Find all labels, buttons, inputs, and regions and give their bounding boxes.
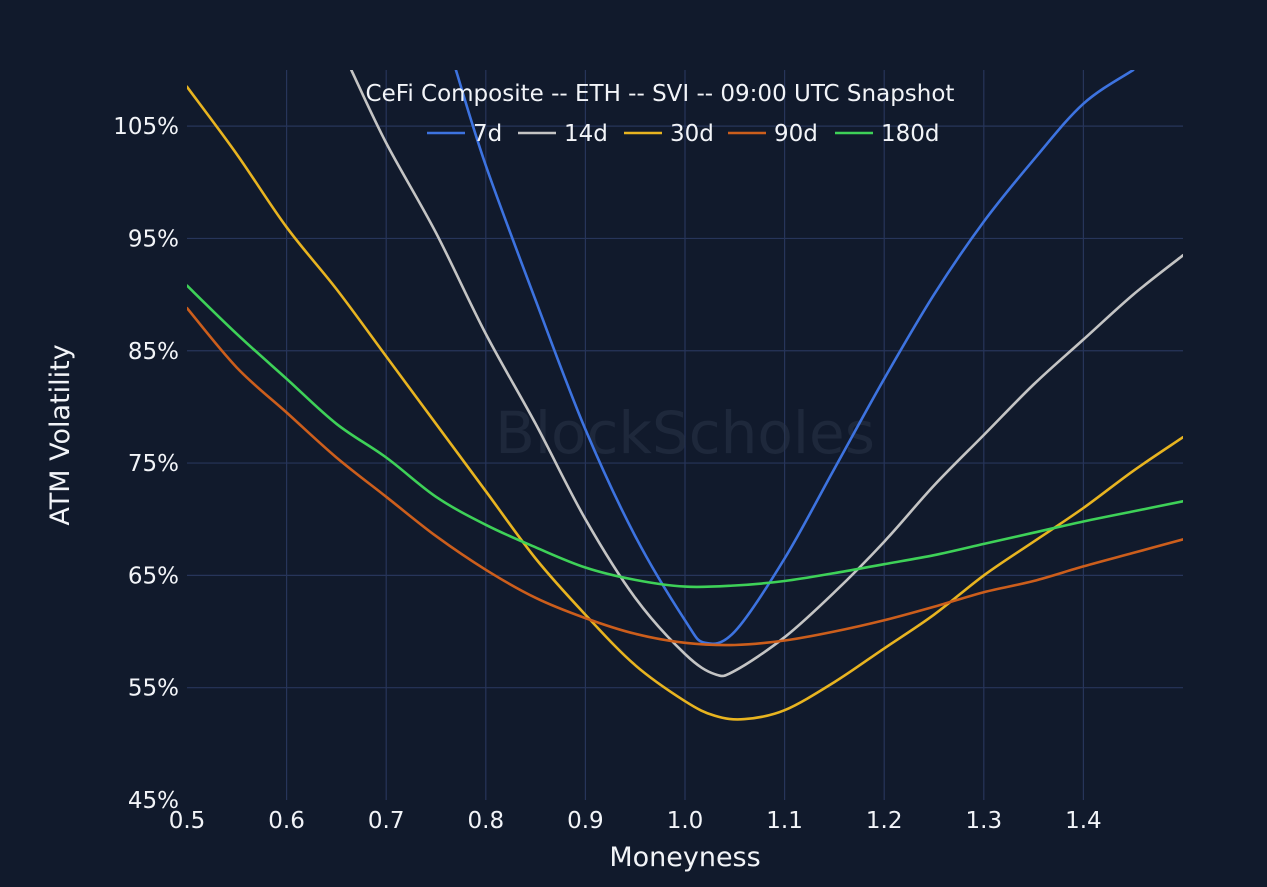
x-axis-ticks: 0.5 0.6 0.7 0.8 0.9 1.0 1.1 1.2 1.3 1.4 [169,808,1102,834]
series-lines [187,70,1183,721]
grid [187,70,1183,800]
y-tick-label: 85% [128,339,179,365]
legend-label: 30d [670,121,714,147]
x-tick-label: 1.3 [966,808,1003,834]
x-tick-label: 0.5 [169,808,206,834]
legend-item-180d: 180d [835,121,940,147]
y-axis-ticks: 45% 55% 65% 75% 85% 95% 105% [113,114,179,814]
x-tick-label: 0.7 [368,808,405,834]
series-line-180d [187,284,1183,589]
x-tick-label: 1.1 [766,808,803,834]
x-tick-label: 0.6 [268,808,305,834]
x-tick-label: 1.4 [1065,808,1102,834]
x-tick-label: 1.2 [866,808,903,834]
y-tick-label: 75% [128,451,179,477]
y-tick-label: 105% [113,114,179,140]
y-tick-label: 65% [128,563,179,589]
legend-label: 180d [881,121,940,147]
x-tick-label: 0.9 [567,808,604,834]
x-axis-label: Moneyness [609,842,760,873]
x-tick-label: 1.0 [667,808,704,834]
y-tick-label: 95% [128,226,179,252]
series-line-14d [350,70,1183,678]
legend-item-7d: 7d [427,121,502,147]
watermark: BlockScholes [495,399,875,467]
legend-item-14d: 14d [518,121,608,147]
y-tick-label: 45% [128,788,179,814]
series-line-90d [187,306,1183,647]
x-tick-label: 0.8 [468,808,505,834]
legend-label: 90d [774,121,818,147]
legend-label: 7d [473,121,502,147]
series-line-7d [454,70,1135,646]
y-axis-label: ATM Volatility [45,344,76,525]
series-line-30d [187,85,1183,721]
chart-title: CeFi Composite -- ETH -- SVI -- 09:00 UT… [366,81,955,107]
legend-item-90d: 90d [728,121,818,147]
legend-item-30d: 30d [624,121,714,147]
legend: 7d 14d 30d 90d 180d [427,121,940,147]
y-tick-label: 55% [128,676,179,702]
legend-label: 14d [564,121,608,147]
